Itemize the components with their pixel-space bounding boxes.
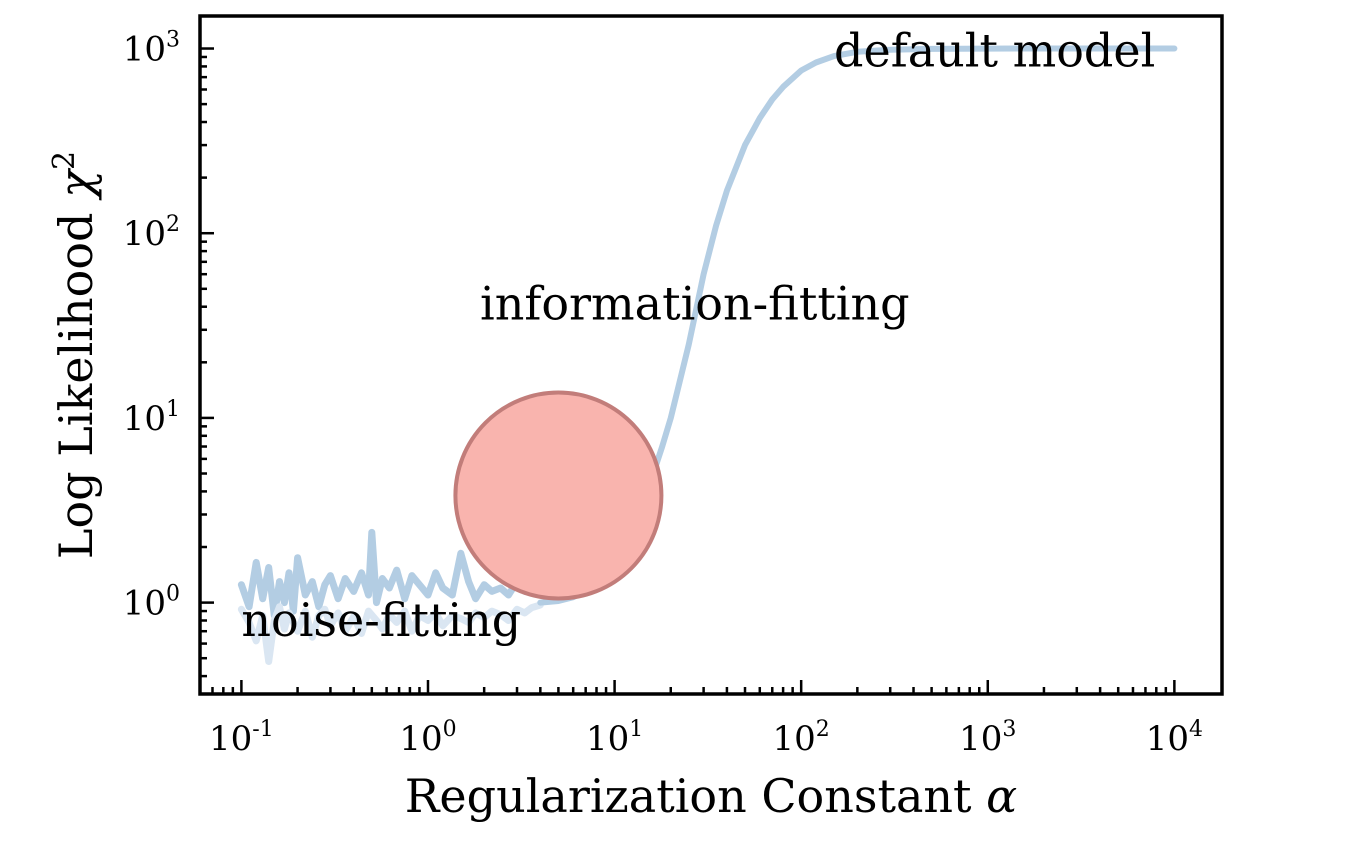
highlight-circle [453,390,664,601]
series-line-1 [237,528,544,620]
x-tick-label-6: 104 [1146,717,1203,759]
tick-label-layer: 10-1 100 101 102 103 104 100 101 102 103 [123,28,1203,759]
y-tick-label-4: 103 [123,28,180,70]
plot-frame [198,14,1224,696]
y-axis-title: Log Likelihood χ2 [47,151,103,559]
x-tick-label-2: 100 [399,717,456,759]
annotation-2: information-fitting [480,277,910,331]
y-tick-label-2: 101 [123,397,180,439]
annotation-3: noise-fitting [241,593,521,647]
highlight-layer [453,390,664,601]
annotation-1: default model [834,23,1155,77]
y-tick-label-3: 102 [123,212,180,254]
x-tick-label-4: 102 [773,717,830,759]
tick-layer [198,47,1176,694]
x-tick-label-3: 101 [586,717,643,759]
x-tick-label-1: 10-1 [209,717,274,759]
x-axis-title: Regularization Constant α [405,769,1017,823]
series-layer [237,45,1178,665]
y-tick-label-1: 100 [123,582,180,624]
x-tick-label-5: 103 [959,717,1016,759]
series-line-2 [237,601,544,665]
annotation-layer: default model information-fitting noise-fi… [241,23,1155,647]
